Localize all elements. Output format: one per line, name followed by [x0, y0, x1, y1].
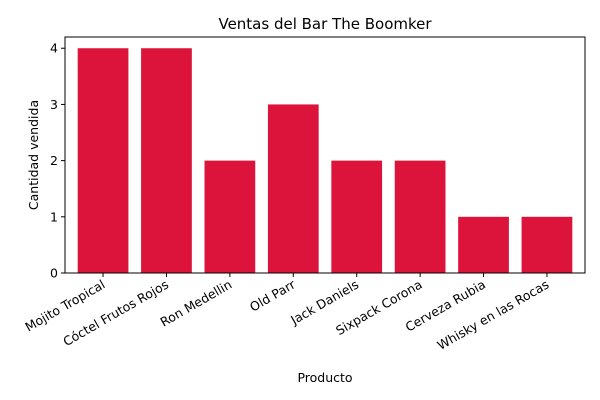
bar-2	[141, 48, 192, 273]
y-tick-label: 3	[50, 97, 58, 112]
bar-4	[267, 104, 319, 273]
x-axis-label: Producto	[297, 370, 352, 385]
y-tick-label: 4	[50, 41, 58, 56]
bar-3	[204, 160, 256, 273]
y-tick-label: 0	[50, 266, 58, 281]
bar-1	[77, 48, 129, 273]
bars-group	[77, 48, 573, 273]
plot-frame	[64, 36, 586, 274]
bar-7	[458, 216, 509, 273]
bar-6	[394, 160, 446, 273]
y-axis-ticks: 0 1 2 3 4	[50, 41, 65, 281]
y-tick-label: 1	[50, 209, 58, 224]
bar-5	[331, 160, 383, 273]
chart-title: Ventas del Bar The Boomker	[218, 15, 432, 33]
y-tick-label: 2	[50, 153, 58, 168]
x-tick-label: Old Parr	[247, 276, 298, 314]
bar-8	[521, 216, 573, 273]
y-axis-label: Cantidad vendida	[26, 100, 41, 210]
x-tick-label: Ron Medellin	[158, 277, 235, 330]
x-tick-label: Whisky en las Rocas	[434, 277, 551, 353]
x-tick-label: Cóctel Frutos Rojos	[60, 277, 171, 350]
